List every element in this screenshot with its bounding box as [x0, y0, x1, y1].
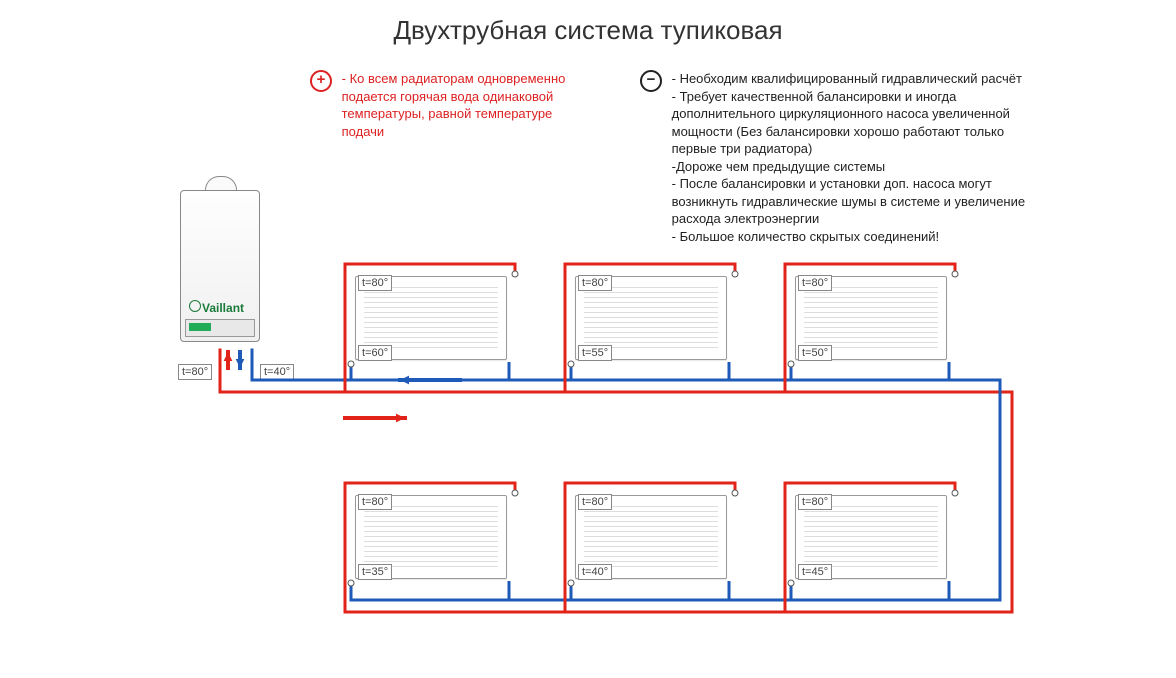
radiator-4-temp-out: t=35° — [358, 564, 392, 580]
radiator-1: t=80° t=60° — [355, 276, 507, 360]
radiator-2-temp-in: t=80° — [578, 275, 612, 291]
radiator-fins — [364, 506, 498, 568]
radiator-3-temp-in: t=80° — [798, 275, 832, 291]
radiator-3: t=80° t=50° — [795, 276, 947, 360]
radiator-2-temp-out: t=55° — [578, 345, 612, 361]
radiator-5: t=80° t=40° — [575, 495, 727, 579]
radiator-5-temp-in: t=80° — [578, 494, 612, 510]
radiator-fins — [804, 287, 938, 349]
radiator-fins — [584, 506, 718, 568]
radiator-2: t=80° t=55° — [575, 276, 727, 360]
radiator-4: t=80° t=35° — [355, 495, 507, 579]
radiator-6: t=80° t=45° — [795, 495, 947, 579]
radiator-fins — [584, 287, 718, 349]
radiator-1-temp-out: t=60° — [358, 345, 392, 361]
radiator-fins — [364, 287, 498, 349]
radiator-6-temp-out: t=45° — [798, 564, 832, 580]
radiator-1-temp-in: t=80° — [358, 275, 392, 291]
radiator-6-temp-in: t=80° — [798, 494, 832, 510]
radiator-5-temp-out: t=40° — [578, 564, 612, 580]
radiator-4-temp-in: t=80° — [358, 494, 392, 510]
radiator-fins — [804, 506, 938, 568]
radiator-3-temp-out: t=50° — [798, 345, 832, 361]
